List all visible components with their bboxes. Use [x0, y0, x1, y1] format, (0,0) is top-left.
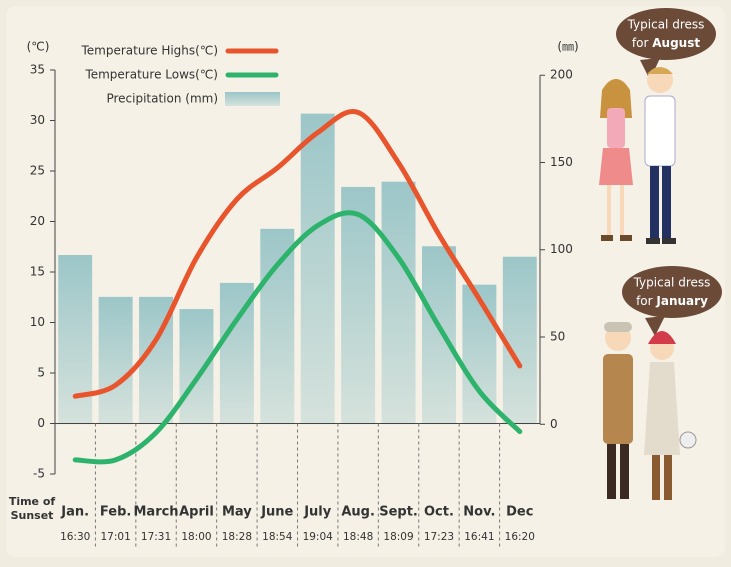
line — [72, 108, 523, 399]
bubble-prefix: for — [632, 36, 649, 50]
x-tick-label: May — [222, 505, 252, 520]
bubble-text: for August — [632, 36, 700, 50]
y-tick-label: -5 — [33, 467, 45, 481]
bubble-text: Typical dress — [633, 276, 711, 290]
y-tick-label: 5 — [37, 366, 45, 380]
y2-tick-label: 0 — [550, 417, 558, 431]
sunset-time: 18:54 — [262, 531, 293, 543]
y-tick-label: 35 — [30, 63, 45, 77]
bar — [421, 246, 456, 425]
x-tick-label: Aug. — [341, 505, 375, 520]
line — [72, 210, 523, 465]
x-tick-label: Jan. — [60, 505, 89, 520]
sunset-time: 18:09 — [383, 531, 413, 543]
legend-label: Temperature Lows(℃) — [84, 68, 218, 82]
sunset-time: 18:00 — [181, 531, 211, 543]
bubble-month: January — [655, 294, 708, 308]
y-tick-label: 10 — [30, 315, 45, 329]
y2-tick-label: 200 — [550, 68, 573, 82]
sunset-time: 17:23 — [424, 531, 454, 543]
winter-couple — [603, 322, 697, 500]
y-tick-label: 0 — [37, 416, 45, 430]
x-tick-label: April — [179, 505, 214, 520]
sunset-time: 17:01 — [100, 531, 130, 543]
sunset-label: Time of — [9, 495, 56, 508]
y2-tick-label: 100 — [550, 242, 573, 256]
y2-tick-label: 50 — [550, 330, 565, 344]
bar — [502, 256, 537, 425]
sunset-label: Sunset — [11, 509, 54, 522]
bubble-prefix: for — [636, 294, 653, 308]
y2-unit: (㎜) — [557, 40, 578, 54]
legend-label: Temperature Highs(℃) — [81, 44, 219, 58]
x-tick-label: June — [260, 505, 293, 520]
x-tick-label: Sept. — [379, 505, 418, 520]
x-tick-label: Nov. — [463, 505, 495, 520]
sunset-time: 16:41 — [464, 531, 494, 543]
bar — [179, 309, 214, 425]
sunset-time: 16:30 — [60, 531, 90, 543]
bubble-august: Typical dress for August — [616, 8, 716, 80]
sunset-time: 18:48 — [343, 531, 373, 543]
y-tick-label: 15 — [30, 265, 45, 279]
bar — [381, 181, 416, 425]
bubble-text: for January — [636, 294, 708, 308]
y2-tick-label: 150 — [550, 155, 573, 169]
bar — [58, 254, 93, 425]
sunset-time: 18:28 — [222, 531, 252, 543]
x-tick-label: March — [133, 505, 178, 520]
x-tick-label: July — [303, 505, 332, 520]
bar — [300, 113, 335, 425]
x-tick-label: Feb. — [100, 505, 131, 520]
y-tick-label: 30 — [30, 113, 45, 127]
y-unit: (℃) — [27, 40, 50, 54]
bar — [260, 228, 295, 425]
legend-swatch — [225, 92, 280, 106]
summer-couple — [599, 67, 676, 244]
x-tick-label: Dec — [506, 505, 533, 520]
sunset-time: 19:04 — [303, 531, 334, 543]
y-tick-label: 20 — [30, 214, 45, 228]
bubble-month: August — [652, 36, 700, 50]
legend-label: Precipitation (mm) — [106, 92, 218, 106]
y-tick-label: 25 — [30, 164, 45, 178]
bar — [341, 186, 376, 425]
x-tick-label: Oct. — [424, 505, 454, 520]
sunset-time: 16:20 — [505, 531, 535, 543]
sunset-time: 17:31 — [141, 531, 171, 543]
bubble-january: Typical dress for January — [622, 266, 722, 336]
bar — [98, 296, 133, 425]
bubble-text: Typical dress — [627, 18, 705, 32]
